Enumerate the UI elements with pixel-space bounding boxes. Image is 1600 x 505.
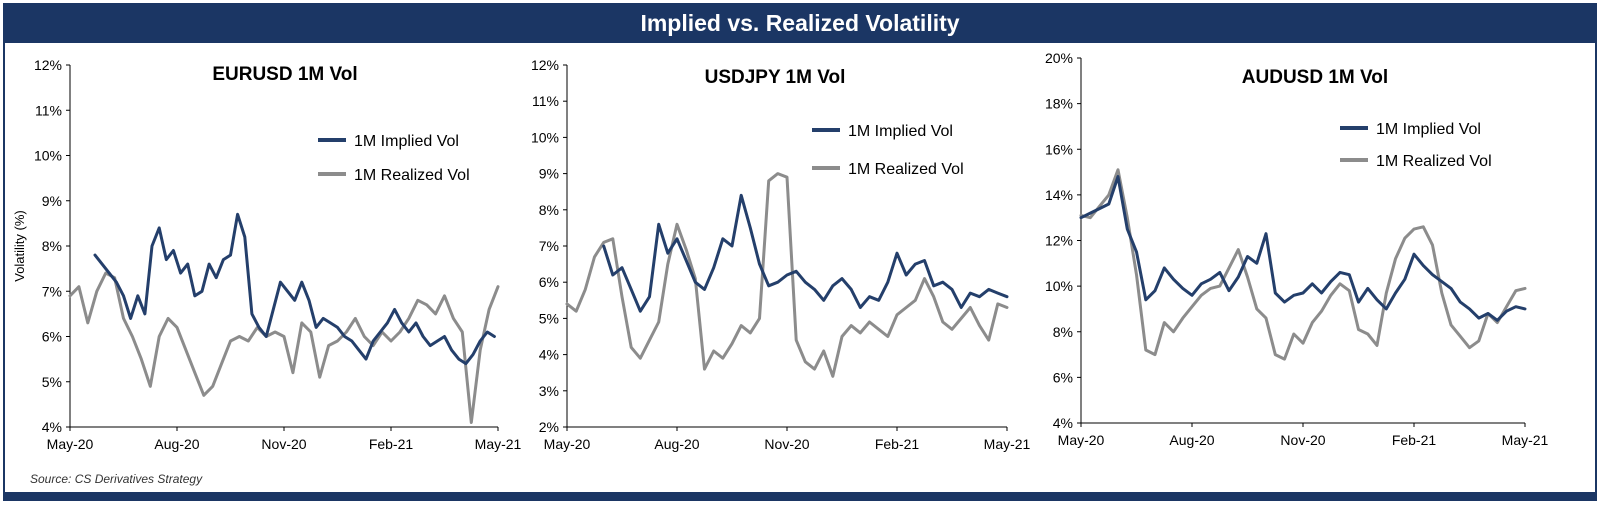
usdjpy-y-tick-label: 10% <box>531 129 559 145</box>
eurusd-y-tick-label: 4% <box>42 419 62 435</box>
usdjpy-series-1m-implied-vol <box>602 193 1009 313</box>
usdjpy-y-tick-label: 8% <box>539 202 559 218</box>
audusd-y-tick-label: 14% <box>1045 187 1073 203</box>
bottom-bar <box>3 492 1597 501</box>
eurusd-x-tick-label: May-21 <box>475 436 522 452</box>
audusd-series-1m-implied-vol <box>1079 175 1527 322</box>
audusd-y-tick-label: 18% <box>1045 96 1073 112</box>
usdjpy-y-tick-label: 3% <box>539 383 559 399</box>
source-note: Source: CS Derivatives Strategy <box>30 472 203 486</box>
audusd-x-tick-label: May-20 <box>1058 432 1105 448</box>
usdjpy-x-tick-label: Aug-20 <box>654 436 699 452</box>
audusd-y-tick-label: 8% <box>1053 324 1073 340</box>
eurusd-y-tick-label: 9% <box>42 193 62 209</box>
audusd-y-tick-label: 6% <box>1053 369 1073 385</box>
usdjpy-x-tick-label: Feb-21 <box>875 436 920 452</box>
eurusd-y-tick-label: 5% <box>42 374 62 390</box>
usdjpy-y-tick-label: 9% <box>539 166 559 182</box>
eurusd-x-tick-label: May-20 <box>47 436 94 452</box>
usdjpy-x-tick-label: Nov-20 <box>764 436 809 452</box>
eurusd-x-tick-label: Aug-20 <box>154 436 199 452</box>
eurusd-series-1m-implied-vol <box>93 212 496 366</box>
eurusd-series-1m-realized-vol <box>68 271 500 424</box>
eurusd-y-tick-label: 8% <box>42 238 62 254</box>
usdjpy-y-tick-label: 12% <box>531 57 559 73</box>
eurusd-y-axis-title: Volatility (%) <box>12 210 27 282</box>
audusd-legend-label-1m-implied-vol: 1M Implied Vol <box>1376 121 1481 138</box>
eurusd-y-tick-label: 12% <box>34 57 62 73</box>
audusd-y-tick-label: 20% <box>1045 50 1073 66</box>
audusd-chart-title: AUDUSD 1M Vol <box>1242 67 1388 88</box>
audusd-x-tick-label: Aug-20 <box>1169 432 1214 448</box>
eurusd-chart-title: EURUSD 1M Vol <box>212 64 357 85</box>
audusd-y-tick-label: 10% <box>1045 278 1073 294</box>
usdjpy-y-tick-label: 4% <box>539 347 559 363</box>
left-border <box>3 43 5 493</box>
audusd-x-tick-label: Nov-20 <box>1280 432 1325 448</box>
page-title: Implied vs. Realized Volatility <box>3 3 1597 43</box>
audusd-legend-label-1m-realized-vol: 1M Realized Vol <box>1376 153 1492 170</box>
audusd-y-tick-label: 4% <box>1053 415 1073 431</box>
audusd-y-tick-label: 12% <box>1045 233 1073 249</box>
eurusd-legend-label-1m-implied-vol: 1M Implied Vol <box>354 133 459 150</box>
usdjpy-x-tick-label: May-21 <box>984 436 1031 452</box>
usdjpy-legend-label-1m-realized-vol: 1M Realized Vol <box>848 161 964 178</box>
usdjpy-y-tick-label: 11% <box>532 93 559 109</box>
eurusd-y-tick-label: 7% <box>42 283 62 299</box>
audusd-y-tick-label: 16% <box>1045 141 1073 157</box>
usdjpy-x-tick-label: May-20 <box>544 436 591 452</box>
audusd-x-tick-label: Feb-21 <box>1392 432 1437 448</box>
eurusd-legend-label-1m-realized-vol: 1M Realized Vol <box>354 167 470 184</box>
eurusd-x-tick-label: Feb-21 <box>369 436 414 452</box>
eurusd-x-tick-label: Nov-20 <box>261 436 306 452</box>
usdjpy-y-tick-label: 7% <box>539 238 559 254</box>
eurusd-y-tick-label: 6% <box>42 329 62 345</box>
usdjpy-legend-label-1m-implied-vol: 1M Implied Vol <box>848 123 953 140</box>
usdjpy-y-tick-label: 5% <box>539 310 559 326</box>
usdjpy-chart-title: USDJPY 1M Vol <box>705 67 846 88</box>
usdjpy-y-tick-label: 2% <box>539 419 559 435</box>
usdjpy-y-tick-label: 6% <box>539 274 559 290</box>
usdjpy-series-1m-realized-vol <box>565 172 1009 378</box>
audusd-series-1m-realized-vol <box>1079 168 1527 361</box>
audusd-x-tick-label: May-21 <box>1502 432 1549 448</box>
eurusd-y-tick-label: 11% <box>35 102 62 118</box>
eurusd-y-tick-label: 10% <box>34 148 62 164</box>
right-border <box>1595 43 1597 493</box>
